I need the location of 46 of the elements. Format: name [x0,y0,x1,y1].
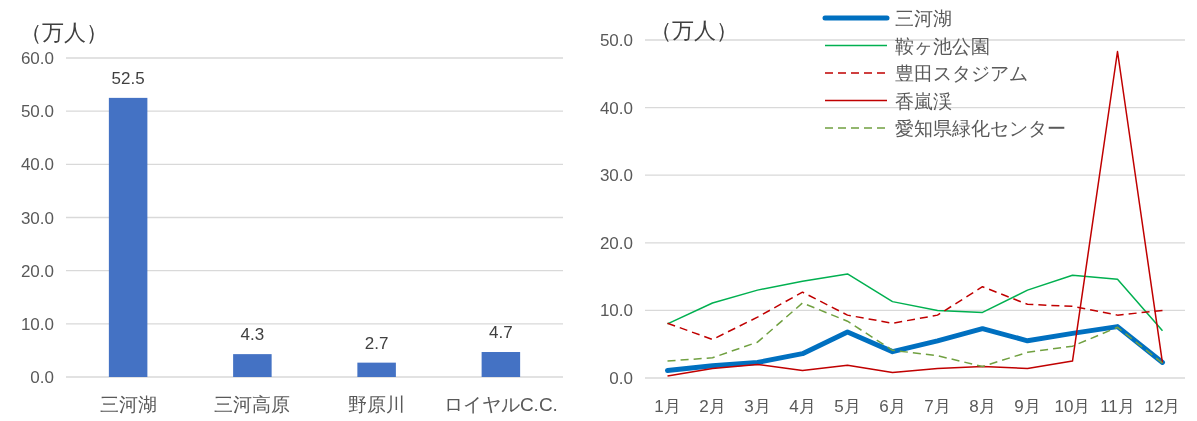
y-axis-title: （万人） [20,20,108,45]
line-series [666,273,1164,332]
data-label: 2.7 [364,333,389,353]
y-tick-label: 50.0 [599,31,633,50]
legend-label: 香嵐渓 [895,90,952,112]
y-tick-label: 20.0 [20,261,54,281]
x-tick-label: ロイヤルC.C. [443,394,558,415]
y-tick-label: 0.0 [30,368,54,387]
legend-label: 鞍ヶ池公園 [895,35,990,57]
y-tick-label: 50.0 [20,102,54,122]
x-tick-label: 1月 [654,397,681,416]
y-tick-label: 0.0 [609,369,633,388]
bar [481,352,521,377]
x-tick-label: 7月 [924,397,951,416]
y-tick-label: 40.0 [599,98,633,118]
x-tick-label: 9月 [1014,397,1041,416]
x-tick-label: 3月 [744,397,771,416]
y-tick-label: 20.0 [599,233,633,253]
x-tick-label: 8月 [969,397,996,416]
bar [233,354,272,377]
x-tick-label: 2月 [699,397,726,416]
y-tick-label: 10.0 [599,301,633,321]
bar [357,362,396,377]
bar [108,97,148,377]
y-axis-title: （万人） [650,18,738,43]
y-tick-label: 10.0 [20,314,54,334]
y-tick-label: 60.0 [20,49,54,68]
y-tick-label: 40.0 [20,155,54,175]
x-tick-label: 5月 [834,397,861,416]
data-label: 52.5 [111,68,145,88]
x-tick-label: 6月 [879,397,906,416]
y-tick-label: 30.0 [20,208,54,228]
line-series [666,302,1164,368]
x-tick-label: 三河湖 [99,394,157,415]
x-tick-label: 野原川 [348,394,406,415]
x-tick-label: 4月 [789,397,816,416]
x-tick-label: 三河高原 [214,394,291,415]
legend-label: 三河湖 [895,8,952,29]
x-tick-label: 12月 [1144,397,1181,416]
data-label: 4.7 [489,323,513,343]
legend-label: 豊田スタジアム [895,63,1028,84]
legend-label: 愛知県緑化センター [895,118,1066,139]
y-tick-label: 30.0 [599,166,633,186]
x-tick-label: 10月 [1054,397,1091,416]
x-tick-label: 11月 [1100,397,1135,416]
data-label: 4.3 [240,325,265,345]
